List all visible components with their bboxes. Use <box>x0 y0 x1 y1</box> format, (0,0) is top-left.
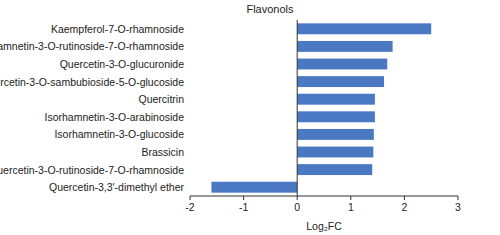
category-label: Isorhamnetin-3-O-arabinoside <box>45 111 185 123</box>
category-label: Brassicin <box>141 146 184 158</box>
bar <box>297 76 384 87</box>
category-label: Quercetin-3-O-sambubioside-5-O-glucoside <box>0 76 184 88</box>
x-tick <box>350 196 351 200</box>
category-label: Quercetin-3,3′-dimethyl ether <box>49 181 185 193</box>
bar <box>297 164 372 175</box>
x-tick-label: -2 <box>185 201 194 213</box>
category-label: Quercetin-3-O-rutinoside-7-O-rhamnoside <box>0 164 184 176</box>
x-tick <box>243 196 244 200</box>
category-label: Isorhamnetin-3-O-glucoside <box>54 128 184 140</box>
bar <box>297 147 373 158</box>
x-tick-label: -1 <box>239 201 248 213</box>
category-label: Quercetin-3-O-glucuronide <box>60 58 184 70</box>
x-tick <box>404 196 405 200</box>
bar <box>297 94 375 105</box>
category-label: Kaempferol-7-O-rhamnoside <box>51 23 184 35</box>
category-label: Quercitrin <box>138 93 184 105</box>
bar <box>297 129 374 140</box>
bars <box>211 23 431 192</box>
title: Flavonols <box>246 3 294 15</box>
x-axis-label: Log₂FC <box>306 220 342 232</box>
category-label: Isorhamnetin-3-O-rutinoside-7-O-rhamnosi… <box>0 40 184 52</box>
x-tick <box>190 196 191 200</box>
zero-axis <box>297 20 298 196</box>
x-tick <box>458 196 459 200</box>
bar <box>297 23 431 34</box>
x-tick-label: 1 <box>348 201 354 213</box>
bar <box>297 111 375 122</box>
bar <box>297 59 387 70</box>
x-tick-label: 2 <box>401 201 407 213</box>
bar <box>297 41 392 52</box>
x-tick-label: 3 <box>455 201 461 213</box>
x-axis <box>190 196 458 197</box>
bar <box>211 182 297 193</box>
x-tick <box>297 196 298 200</box>
x-tick-label: 0 <box>294 201 300 213</box>
